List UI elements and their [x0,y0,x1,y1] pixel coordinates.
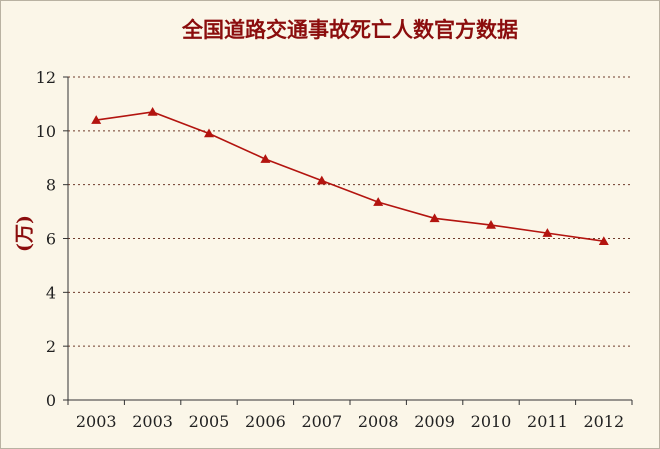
y-tick-label: 2 [46,337,56,356]
x-tick-label: 2003 [76,412,117,431]
y-tick-label: 12 [36,68,56,87]
y-tick-label: 10 [36,122,56,141]
x-tick-label: 2008 [358,412,399,431]
y-tick-label: 8 [46,176,56,195]
data-point [147,106,158,116]
data-point [486,220,496,229]
data-point [91,115,102,124]
x-tick-label: 2010 [471,412,512,431]
x-tick-label: 2012 [583,412,624,431]
data-point [598,236,609,245]
data-point [260,154,271,163]
data-point [373,197,384,206]
chart-title: 全国道路交通事故死亡人数官方数据 [182,17,518,42]
y-tick-label: 6 [46,230,56,249]
x-tick-label: 2006 [245,412,286,431]
x-tick-label: 2005 [189,412,230,431]
data-point [429,213,440,223]
x-tick-label: 2003 [132,412,173,431]
y-tick-label: 0 [46,391,56,410]
series-line [96,111,604,242]
data-point [204,128,214,138]
x-tick-label: 2009 [414,412,455,431]
x-tick-label: 2007 [301,412,342,431]
data-point [542,228,553,237]
x-tick-label: 2011 [527,412,568,431]
y-tick-label: 4 [46,283,56,302]
data-point [316,175,327,185]
